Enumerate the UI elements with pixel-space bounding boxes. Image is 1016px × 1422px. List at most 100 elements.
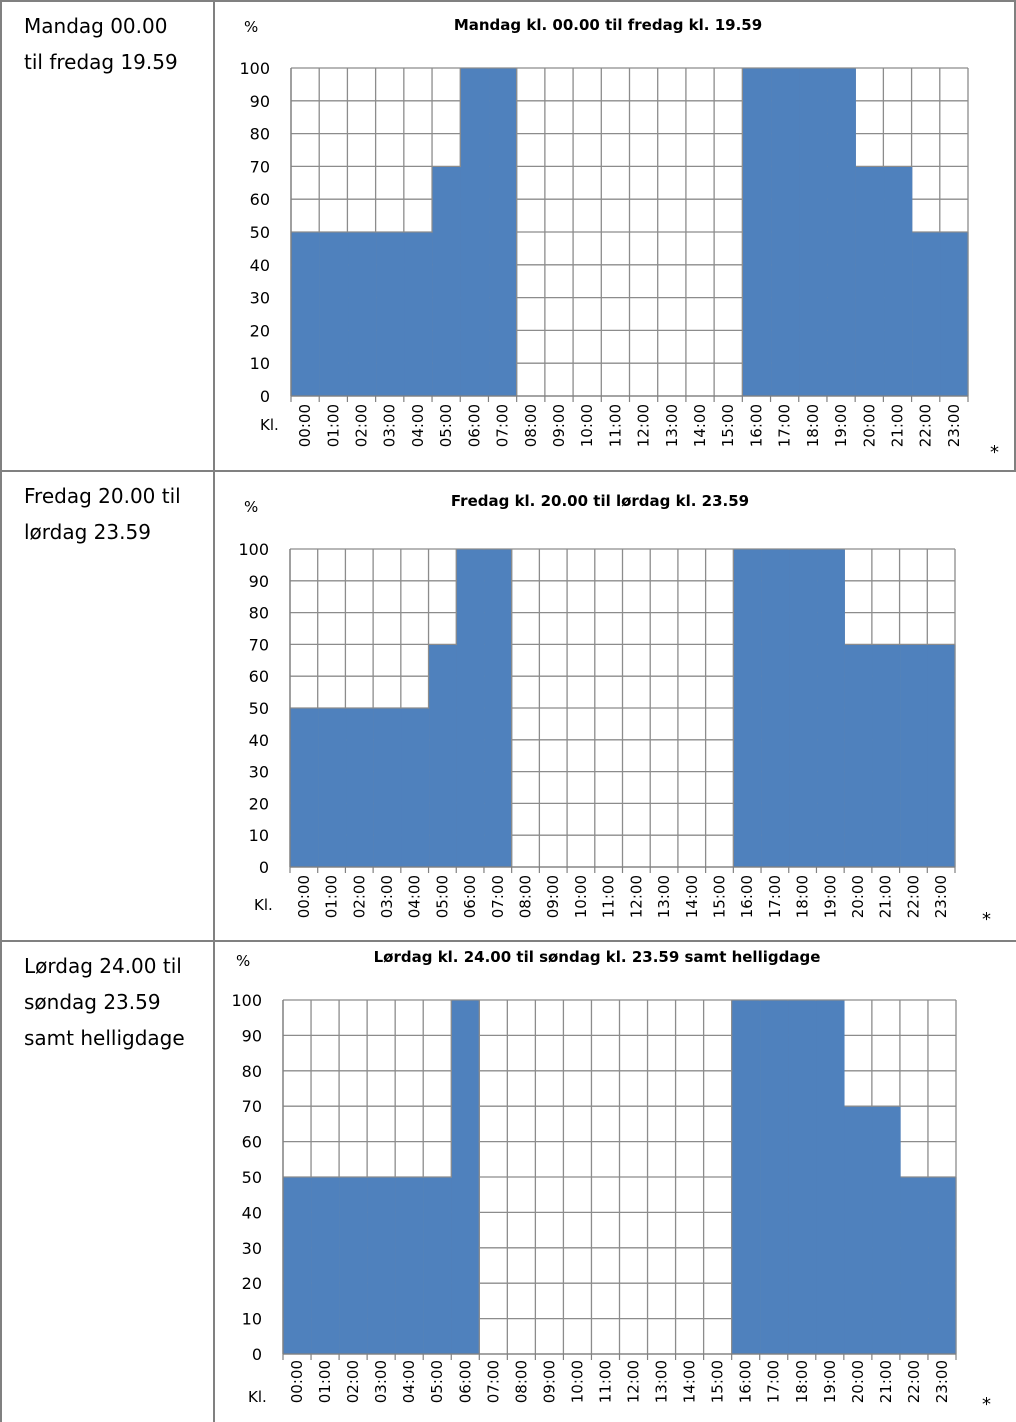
area-segment-fill [872,645,901,867]
x-tick-label: 06:00 [465,404,483,447]
area-segment-fill [489,68,516,396]
x-tick-label: 03:00 [381,404,399,447]
y-tick-label: 30 [250,289,270,308]
x-tick-label: 11:00 [596,1360,614,1403]
x-tick-label: 18:00 [804,404,822,447]
chart-monday-friday: Mandag kl. 00.00 til fredag kl. 19.59%01… [239,16,999,463]
y-tick-label: 70 [249,635,269,654]
x-tick-label: 08:00 [512,1360,530,1403]
y-tick-label: 10 [249,826,269,845]
area-segment-fill [429,645,457,867]
table-row: Mandag 00.00 til fredag 19.59 Mandag kl.… [0,0,1016,470]
x-tick-label: 05:00 [433,875,451,918]
x-tick-label: 09:00 [550,404,568,447]
x-tick-label: 04:00 [406,875,424,918]
x-tick-label: 21:00 [888,404,906,447]
y-tick-label: 50 [250,223,270,242]
x-tick-label: 09:00 [544,875,562,918]
x-tick-label: 00:00 [296,404,314,447]
x-tick-label: 15:00 [710,875,728,918]
area-segment-fill [318,708,347,867]
area-segment-fill [367,1177,396,1354]
x-tick-label: 01:00 [324,404,342,447]
x-tick-label: 13:00 [655,875,673,918]
x-tick-label: 14:00 [683,875,701,918]
row-label-cell: Mandag 00.00 til fredag 19.59 [0,0,214,470]
x-tick-label: 01:00 [323,875,341,918]
x-tick-label: 23:00 [933,1360,951,1403]
area-segment-fill [734,549,762,867]
chart-cell: Lørdag kl. 24.00 til søndag kl. 23.59 sa… [214,940,1016,1422]
x-tick-label: 02:00 [353,404,371,447]
y-tick-label: 0 [260,387,270,406]
y-tick-label: 0 [252,1345,262,1364]
area-segment-fill [404,232,433,396]
x-tick-label: 15:00 [719,404,737,447]
y-tick-label: 60 [249,667,269,686]
y-axis-unit-label: % [244,498,258,516]
area-segment-fill [827,68,856,396]
y-tick-label: 100 [231,991,262,1010]
area-segment-fill [743,68,772,396]
x-tick-label: 02:00 [344,1360,362,1403]
area-segment-fill [900,1177,929,1354]
table-border-left [0,0,2,1422]
x-tick-label: 10:00 [568,1360,586,1403]
chart-title: Lørdag kl. 24.00 til søndag kl. 23.59 sa… [374,948,821,966]
area-segment-fill [844,645,873,867]
chart-friday-saturday: Fredag kl. 20.00 til lørdag kl. 23.59%01… [238,492,991,930]
row-label: Fredag 20.00 til lørdag 23.59 [24,484,181,544]
y-tick-label: 40 [250,256,270,275]
area-segment-fill [484,549,511,867]
y-tick-label: 100 [238,540,269,559]
table-row-divider [0,470,1016,472]
y-tick-label: 30 [242,1239,262,1258]
x-tick-label: 13:00 [653,1360,671,1403]
area-segment-fill [311,1177,340,1354]
x-tick-label: 17:00 [776,404,794,447]
y-tick-label: 70 [242,1097,262,1116]
footnote-marker: * [990,442,999,463]
area-segment-fill [346,708,374,867]
y-tick-label: 80 [250,125,270,144]
y-tick-label: 90 [242,1026,262,1045]
x-tick-label: 16:00 [737,1360,755,1403]
chart-title: Fredag kl. 20.00 til lørdag kl. 23.59 [451,492,749,510]
row-label: Lørdag 24.00 til søndag 23.59 samt helli… [24,954,185,1050]
area-segment-fill [940,232,968,396]
x-tick-label: 07:00 [489,875,507,918]
footnote-marker: * [982,909,991,930]
area-segment-fill [884,167,913,396]
area-segment-fill [817,549,845,867]
x-tick-label: 09:00 [540,1360,558,1403]
y-tick-label: 50 [249,699,269,718]
area-segment-fill [799,68,828,396]
area-segment-fill [432,167,461,396]
y-tick-label: 0 [259,858,269,877]
x-tick-label: 22:00 [917,404,935,447]
x-tick-label: 16:00 [738,875,756,918]
chart-cell: Fredag kl. 20.00 til lørdag kl. 23.59% 0 1… [214,470,1016,940]
x-tick-label: 22:00 [905,1360,923,1403]
y-tick-label: 10 [242,1310,262,1329]
y-tick-label: 80 [242,1062,262,1081]
x-tick-label: 16:00 [747,404,765,447]
area-segment-fill [339,1177,368,1354]
x-tick-label: 01:00 [316,1360,334,1403]
row-label-cell: Lørdag 24.00 til søndag 23.59 samt helli… [0,940,214,1422]
area-segment-fill [283,1177,312,1354]
y-tick-label: 20 [242,1274,262,1293]
x-axis-label: Kl. [260,416,279,434]
x-tick-label: 14:00 [681,1360,699,1403]
x-tick-label: 12:00 [625,1360,643,1403]
x-tick-label: 08:00 [517,875,535,918]
x-tick-label: 03:00 [378,875,396,918]
area-segment-fill [789,549,818,867]
y-tick-label: 80 [249,604,269,623]
table-row: Fredag 20.00 til lørdag 23.59 Fredag kl.… [0,470,1016,940]
x-tick-label: 20:00 [860,404,878,447]
y-tick-label: 40 [242,1203,262,1222]
y-axis-unit-label: % [236,952,250,970]
area-segment-fill [771,68,800,396]
